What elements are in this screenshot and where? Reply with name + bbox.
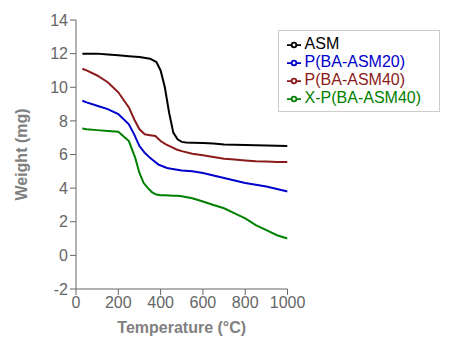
svg-text:200: 200 [105, 294, 132, 311]
svg-text:8: 8 [59, 113, 68, 130]
svg-text:4: 4 [59, 180, 68, 197]
html-text:X-P(BA-ASM40): X-P(BA-ASM40) [304, 89, 421, 106]
svg-text:Weight (mg): Weight (mg) [13, 108, 30, 200]
svg-text:0: 0 [72, 294, 81, 311]
svg-text:10: 10 [50, 79, 68, 96]
svg-text:1000: 1000 [270, 294, 306, 311]
svg-text:800: 800 [232, 294, 259, 311]
svg-text:600: 600 [190, 294, 217, 311]
html-text:P(BA-ASM20): P(BA-ASM20) [304, 53, 405, 70]
svg-text:Temperature (°C): Temperature (°C) [117, 319, 246, 336]
svg-text:400: 400 [147, 294, 174, 311]
html-text:P(BA-ASM40): P(BA-ASM40) [304, 71, 405, 88]
html-text:ASM: ASM [304, 35, 340, 52]
svg-text:0: 0 [59, 247, 68, 264]
svg-text:6: 6 [59, 146, 68, 163]
svg-text:-2: -2 [54, 281, 68, 298]
svg-text:2: 2 [59, 213, 68, 230]
svg-text:14: 14 [50, 12, 68, 29]
svg-text:12: 12 [50, 45, 68, 62]
